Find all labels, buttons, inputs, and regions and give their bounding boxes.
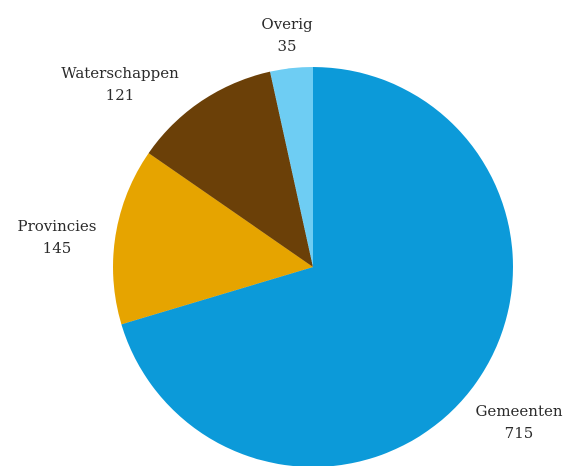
pie-slices [112, 67, 514, 466]
slice-name-overig: Overig [261, 15, 313, 33]
slice-value-overig: 35 [277, 37, 296, 55]
slice-name-waterschappen: Waterschappen [61, 64, 179, 82]
slice-label-waterschappen: Waterschappen 121 [61, 64, 179, 104]
pie-slice-gemeenten [121, 67, 514, 466]
slice-value-waterschappen: 121 [106, 86, 135, 104]
slice-label-gemeenten: Gemeenten 715 [475, 402, 562, 442]
slice-label-provincies: Provincies 145 [18, 217, 97, 257]
slice-label-overig: Overig 35 [261, 15, 313, 55]
slice-value-provincies: 145 [43, 239, 72, 257]
slice-name-gemeenten: Gemeenten [475, 402, 562, 420]
pie-slice-provincies [112, 153, 313, 325]
pie-slice-overig [270, 67, 313, 267]
slice-name-provincies: Provincies [18, 217, 97, 235]
pie-slice-waterschappen [148, 71, 313, 267]
slice-value-gemeenten: 715 [505, 424, 534, 442]
